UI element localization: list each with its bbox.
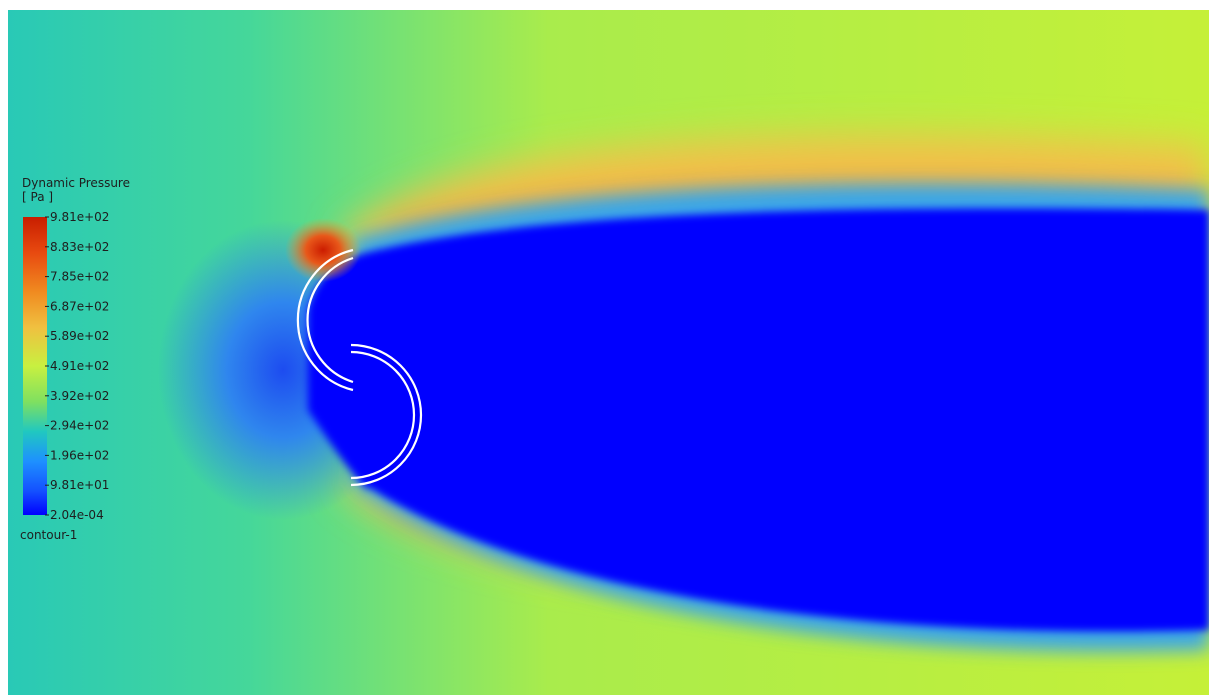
legend-tick-label: 2.04e-04 <box>50 508 104 522</box>
legend-unit: [ Pa ] <box>22 190 53 204</box>
legend-tick-label: 6.87e+02 <box>50 299 109 313</box>
legend-tick-label: 7.85e+02 <box>50 270 109 284</box>
legend-title: Dynamic Pressure <box>22 176 130 190</box>
legend-tick-label: 2.94e+02 <box>50 419 109 433</box>
pressure-peak <box>285 218 361 282</box>
legend-tick-label: 9.81e+01 <box>50 478 109 492</box>
legend-tick-label: 8.83e+02 <box>50 240 109 254</box>
upper-blade-inner <box>306 256 354 384</box>
wake-core <box>308 208 1209 632</box>
legend-color-bar <box>23 217 47 515</box>
legend-ticks: 9.81e+02 8.83e+02 7.85e+02 6.87e+02 5.89e+02… <box>45 210 109 522</box>
color-legend: Dynamic Pressure [ Pa ] 9.81e+02 8.83e+02… <box>20 176 130 542</box>
legend-object-name: contour-1 <box>20 528 77 542</box>
legend-tick-label: 9.81e+02 <box>50 210 109 224</box>
upper-blade-outer <box>296 248 354 392</box>
rotor-blades <box>296 248 423 487</box>
lower-blade-inner <box>350 350 416 480</box>
legend-tick-label: 4.91e+02 <box>50 359 109 373</box>
legend-tick-label: 5.89e+02 <box>50 329 109 343</box>
lower-blade-outer <box>350 343 423 487</box>
legend-tick-label: 3.92e+02 <box>50 389 109 403</box>
legend-tick-label: 1.96e+02 <box>50 448 109 462</box>
contour-plot: Dynamic Pressure [ Pa ] 9.81e+02 8.83e+02… <box>8 10 1209 695</box>
